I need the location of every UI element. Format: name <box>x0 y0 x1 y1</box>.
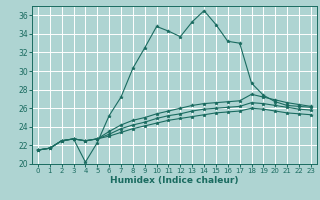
X-axis label: Humidex (Indice chaleur): Humidex (Indice chaleur) <box>110 176 239 185</box>
